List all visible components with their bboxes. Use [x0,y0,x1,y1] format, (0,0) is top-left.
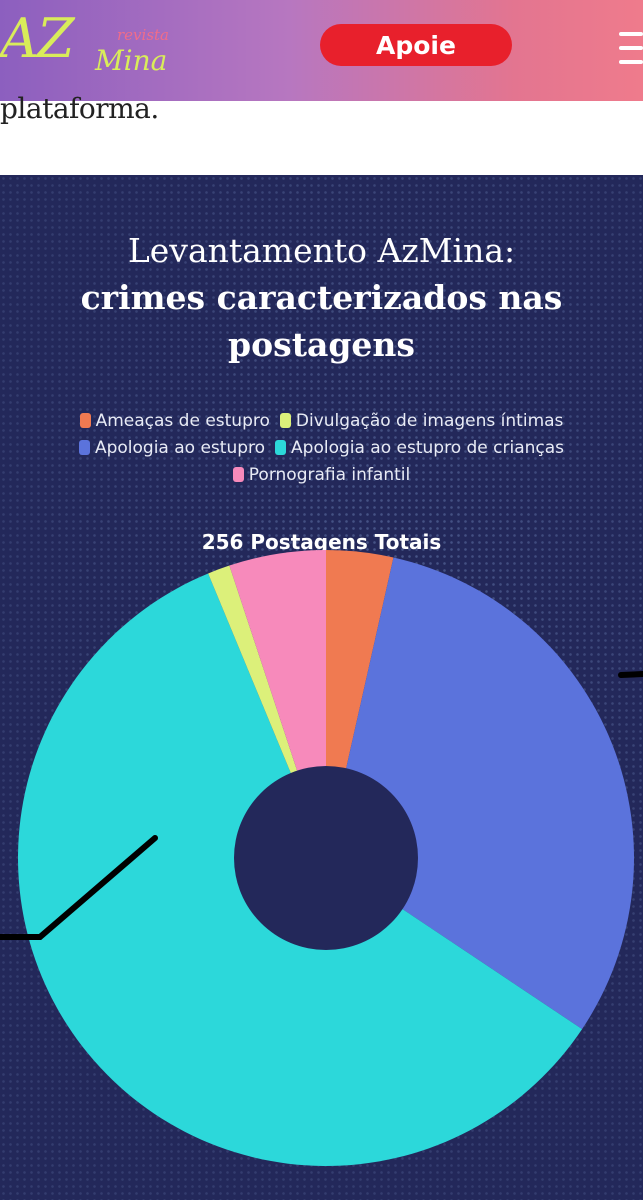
pie-slice-apologia-ao-estupro[interactable] [326,557,635,1030]
legend-label: Ameaças de estupro [95,410,270,431]
donut-hole [234,766,418,950]
logo-mina: Mina [95,44,168,77]
title-line-2: crimes caracterizados nas [80,278,563,317]
support-button[interactable]: Apoie [320,24,512,66]
article-text: plataforma. [0,92,159,125]
legend-item[interactable]: Apologia ao estupro [78,437,266,458]
legend-item[interactable]: Divulgação de imagens íntimas [279,410,564,431]
legend-label: Apologia ao estupro de crianças [291,437,565,458]
chart-legend: Ameaças de estupro Divulgação de imagens … [0,407,643,488]
logo-revista: revista [117,26,169,44]
legend-label: Divulgação de imagens íntimas [295,410,564,431]
site-header: AZ revista Mina Apoie [0,0,643,101]
legend-item[interactable]: Apologia ao estupro de crianças [275,438,564,458]
legend-label: Pornografia infantil [248,464,411,485]
legend-label: Apologia ao estupro [94,437,266,458]
legend-row: Pornografia infantil [0,461,643,488]
title-line-1: Levantamento AzMina: [127,231,516,270]
legend-swatch [232,467,244,482]
legend-row: Apologia ao estupro Apologia ao estupro d… [0,434,643,461]
pie-chart [0,550,643,1166]
legend-swatch [78,440,90,455]
infographic-title: Levantamento AzMina: crimes caracterizad… [0,227,643,368]
legend-swatch [275,440,287,455]
drawn-stroke-right [618,671,643,678]
legend-item[interactable]: Pornografia infantil [232,464,411,485]
legend-item[interactable]: Ameaças de estupro [79,410,270,431]
legend-swatch [279,413,291,428]
legend-swatch [79,413,91,428]
chart-total-label: 256 Postagens Totais [201,530,442,554]
infographic: Levantamento AzMina: crimes caracterizad… [0,175,643,1200]
legend-row: Ameaças de estupro Divulgação de imagens … [0,407,643,434]
title-line-3: postagens [228,325,415,364]
logo-text: AZ [0,7,75,70]
drawn-stroke-left [0,835,158,940]
hamburger-menu-icon[interactable] [619,24,643,66]
